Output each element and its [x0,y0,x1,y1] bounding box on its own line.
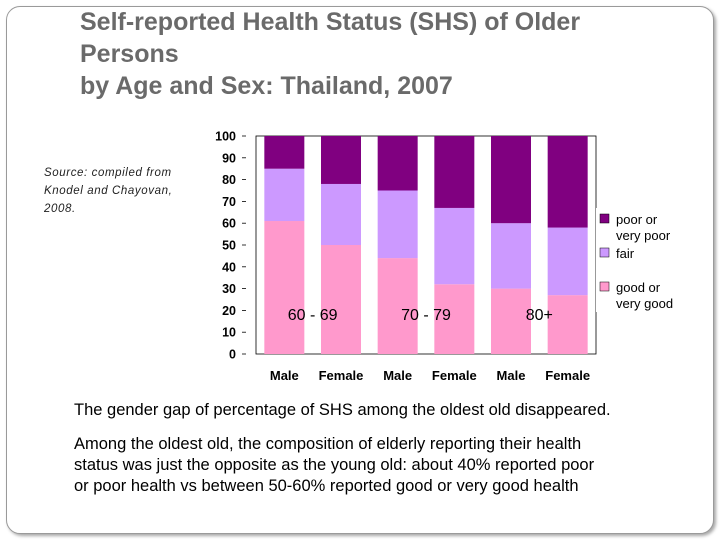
bar-fair-0 [264,168,305,222]
title-line-2: Persons [80,40,179,68]
y-tick-label-2: 80 [222,173,236,187]
y-tick-label-1: 90 [222,151,236,165]
x-tick-label-1: Female [319,368,364,383]
age-group-label-1: 70 - 79 [401,307,451,324]
bar-good-1 [321,245,361,354]
legend-label-poor-2: very poor [616,228,671,243]
x-tick-label-3: Female [432,368,477,383]
x-tick-label-0: Male [270,368,299,383]
y-tick-label-3: 70 [222,195,236,209]
bar-good-3 [434,284,475,354]
body-paragraph-2: Among the oldest old, the composition of… [74,434,674,497]
legend-swatch-fair [599,247,610,258]
bar-poor-3 [434,136,475,208]
body-paragraph-2-line-1: Among the oldest old, the composition of… [74,435,582,453]
bar-good-4 [491,288,531,354]
legend-label-poor-1: poor or [616,212,658,227]
y-tick-label-0: 100 [215,130,236,144]
bar-good-5 [547,295,588,354]
bar-poor-0 [264,136,305,169]
x-tick-label-2: Male [383,368,412,383]
legend-box [596,208,682,312]
bar-good-2 [377,258,418,354]
y-tick-label-4: 60 [222,217,236,231]
plot-area-border [255,135,597,355]
bars-group [264,136,588,354]
bar-poor-1 [321,136,361,184]
bar-fair-5 [547,227,588,296]
y-tick-label-6: 40 [222,260,236,274]
slide-title: Self-reported Health Status (SHS) of Old… [80,6,700,102]
legend-label-good-1: good or [616,280,661,295]
body-paragraph-2-line-3: or poor health vs between 50-60% reporte… [74,477,579,495]
x-axis: Male Female Male Female Male Female [270,368,590,383]
y-tick-label-5: 50 [222,239,236,253]
source-line-3: 2008. [44,203,76,215]
title-line-1: Self-reported Health Status (SHS) of Old… [80,8,581,36]
plot-area [255,135,597,355]
y-tick-label-10: 0 [229,348,236,362]
age-group-label-2: 80+ [526,307,553,324]
bar-fair-1 [321,183,361,245]
legend-label-fair: fair [616,246,635,261]
legend-swatch-good [599,281,610,292]
source-line-1: Source: compiled from [44,167,172,179]
bar-fair-4 [491,223,531,289]
legend: poor or very poor fair good or very good [596,208,682,312]
body-paragraph-1: The gender gap of percentage of SHS amon… [74,401,611,419]
y-tick-label-8: 20 [222,304,236,318]
legend-swatch-poor [599,213,610,224]
source-line-2: Knodel and Chayovan, [44,185,173,197]
x-tick-label-5: Female [545,368,590,383]
bar-poor-4 [491,136,531,224]
bar-poor-2 [377,136,418,191]
x-tick-label-4: Male [497,368,526,383]
legend-label-good-2: very good [616,296,673,311]
y-tick-label-9: 10 [222,326,236,340]
title-line-3: by Age and Sex: Thailand, 2007 [80,72,453,100]
bar-poor-5 [547,136,588,228]
body-paragraph-2-line-2: status was just the opposite as the youn… [74,456,595,474]
source-note: Source: compiled from Knodel and Chayova… [44,164,194,218]
bar-fair-2 [377,190,418,259]
bar-fair-3 [434,207,475,285]
age-group-labels: 60 - 69 70 - 79 80+ [288,307,553,324]
age-group-label-0: 60 - 69 [288,307,338,324]
y-tick-label-7: 30 [222,282,236,296]
bar-good-0 [264,221,305,354]
